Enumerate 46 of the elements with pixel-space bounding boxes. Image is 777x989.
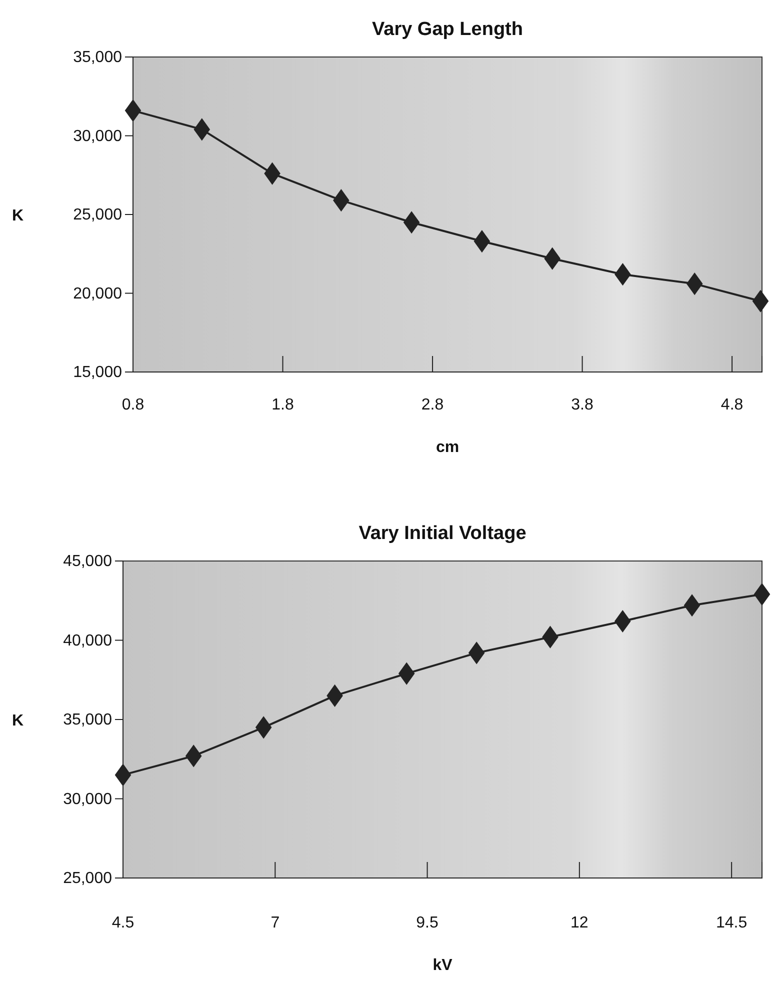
y-tick-label: 35,000 [63,712,112,729]
chart-title: Vary Gap Length [372,19,523,40]
y-tick-label: 45,000 [63,553,112,570]
x-tick-label: 1.8 [272,396,294,414]
point [752,290,769,312]
x-axis-title: kV [432,957,453,974]
y-tick-label: 20,000 [73,285,122,302]
y-axis-title: K [12,208,24,224]
y-tick-label: 40,000 [63,632,112,650]
y-tick-label: 25,000 [63,870,112,888]
point [684,594,700,617]
x-tick-label: 12 [570,914,588,932]
point [544,247,560,270]
point [542,626,558,648]
point [194,118,210,141]
x-tick-label: 2.8 [421,396,444,414]
y-axis-title: K [12,712,24,730]
x-axis-title: cm [436,439,460,456]
point [754,582,770,606]
point [124,99,142,122]
x-tick-label: 9.5 [416,914,439,932]
point [185,744,202,768]
y-tick-label: 30,000 [73,128,122,145]
point [614,610,631,633]
x-tick-label: 4.8 [720,396,744,414]
x-tick-label: 14.5 [716,914,748,932]
x-tick-label: 4.5 [112,914,134,932]
point [686,272,703,296]
x-tick-label: 0.8 [122,396,144,414]
point [255,716,272,739]
y-tick-label: 25,000 [73,206,122,224]
point [264,162,280,185]
y-tick-label: 15,000 [73,364,122,382]
point [326,684,343,708]
x-tick-label: 7 [270,914,280,932]
y-tick-label: 30,000 [63,790,112,808]
chart-title: Vary Initial Voltage [358,523,526,544]
x-tick-label: 3.8 [571,396,594,414]
point [614,263,631,286]
y-tick-label: 35,000 [73,49,122,66]
point [333,189,350,212]
point [114,764,132,786]
point [403,211,420,234]
point [468,642,485,664]
point [398,662,415,685]
point [474,230,490,253]
